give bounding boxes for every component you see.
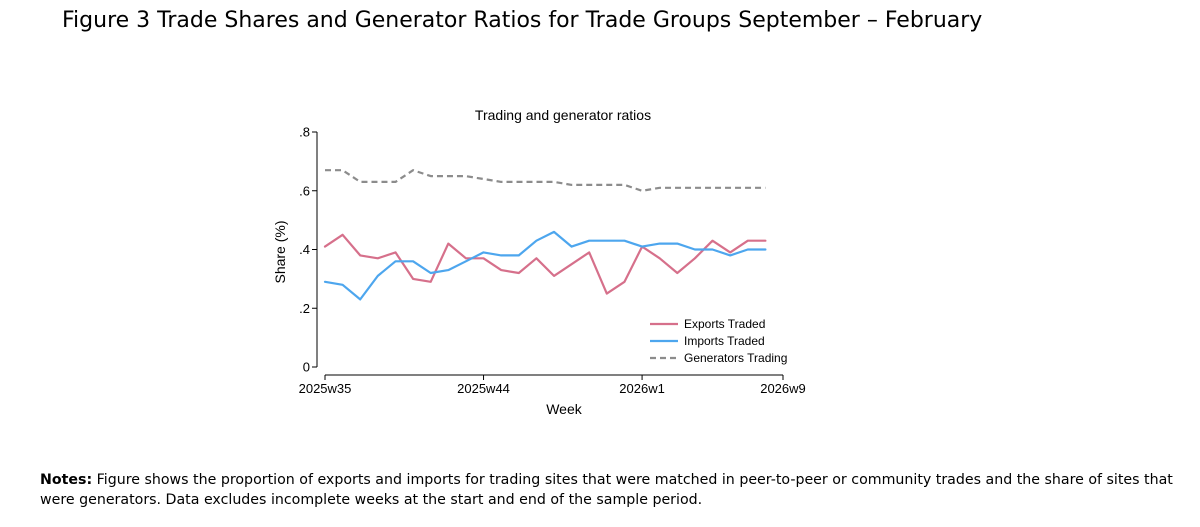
x-tick-label: 2025w35 xyxy=(299,381,352,396)
legend-label: Exports Traded xyxy=(684,317,765,331)
chart-title: Trading and generator ratios xyxy=(475,107,651,123)
series-lines xyxy=(323,169,767,301)
y-tick-label: .8 xyxy=(299,125,310,140)
legend: Exports Traded Imports Traded Generators T… xyxy=(650,317,787,365)
legend-label: Generators Trading xyxy=(684,351,787,365)
x-tick-label: 2025w44 xyxy=(457,381,510,396)
y-tick-label: .4 xyxy=(299,242,310,257)
y-tick-label: .6 xyxy=(299,183,310,198)
notes: Notes: Figure shows the proportion of ex… xyxy=(40,470,1180,510)
x-tick-label: 2026w9 xyxy=(760,381,806,396)
x-axis-title: Week xyxy=(546,401,583,417)
series-line-imports-traded xyxy=(323,230,767,301)
notes-text: Figure shows the proportion of exports a… xyxy=(40,472,1173,508)
figure-title: Figure 3 Trade Shares and Generator Rati… xyxy=(62,8,983,33)
y-axis: 0 .2 .4 .6 .8 xyxy=(299,125,318,375)
legend-label: Imports Traded xyxy=(684,334,765,348)
x-axis: 2025w35 2025w44 2026w1 2026w9 xyxy=(299,374,806,396)
series-line-generators-trading xyxy=(325,169,766,192)
notes-label: Notes: xyxy=(40,472,93,488)
y-axis-title: Share (%) xyxy=(272,220,288,283)
y-tick-label: .2 xyxy=(299,301,310,316)
y-tick-label: 0 xyxy=(303,360,310,375)
series-line-exports-traded xyxy=(323,233,767,295)
x-tick-label: 2026w1 xyxy=(619,381,665,396)
